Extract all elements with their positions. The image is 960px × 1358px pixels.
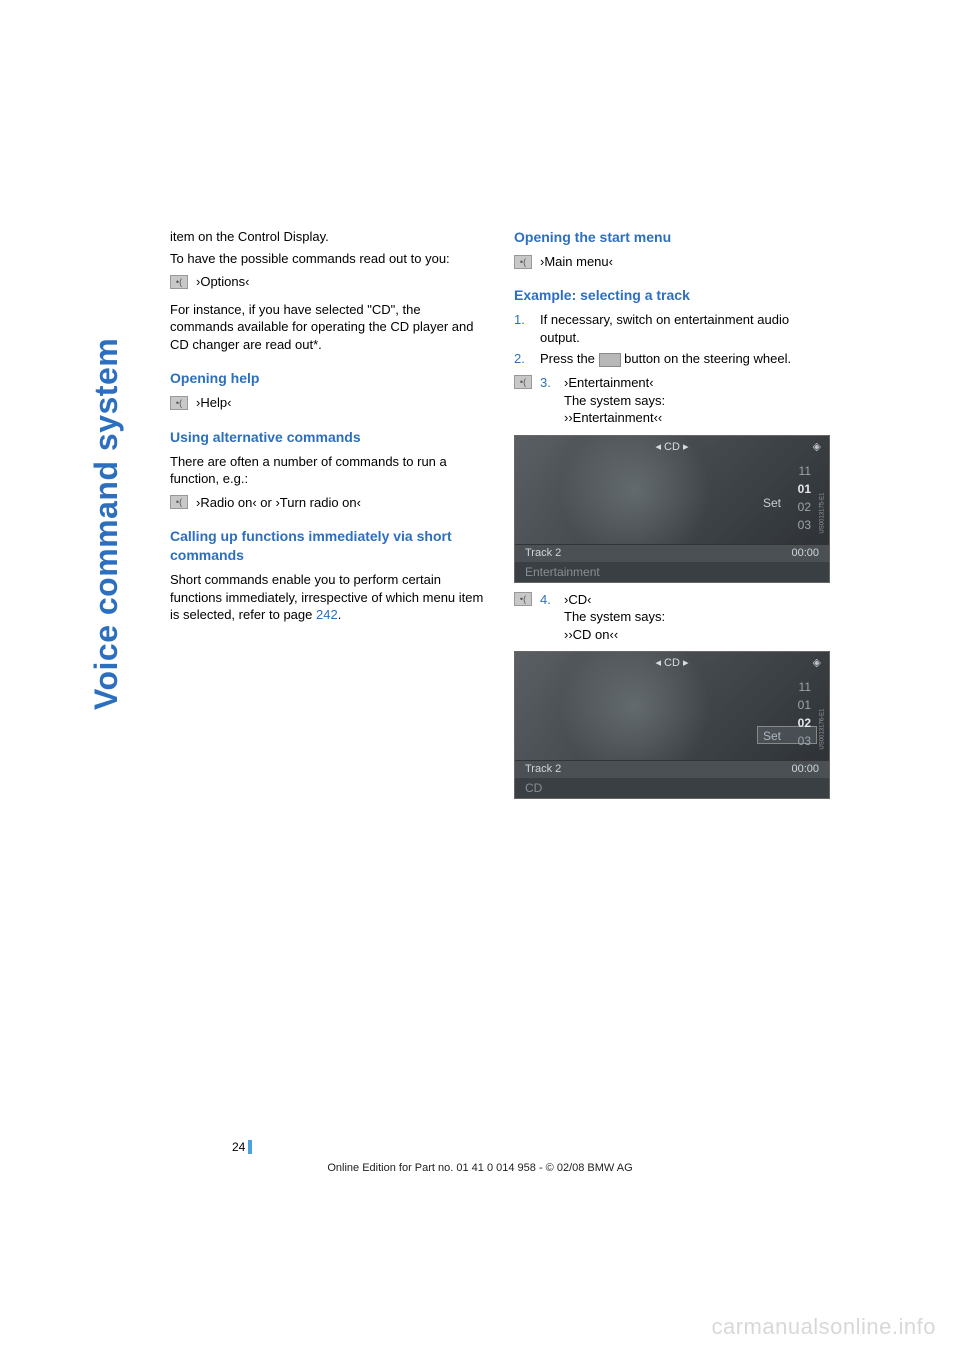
section-heading: Using alternative commands <box>170 428 486 447</box>
display-breadcrumb: ◂ CD ▸ <box>515 656 829 671</box>
display-screenshot: ◂ CD ▸ ◈ Set 11 01 02 03 Track 2 00:00 E <box>514 435 830 583</box>
voice-icon: •( <box>170 275 188 289</box>
display-status-row: CD <box>515 778 829 798</box>
display-breadcrumb: ◂ CD ▸ <box>515 440 829 455</box>
display-track-list: 11 01 02 03 <box>798 678 811 750</box>
display-set-label: Set <box>763 495 781 511</box>
menu-diamond-icon: ◈ <box>813 440 821 455</box>
voice-icon: •( <box>170 495 188 509</box>
display-screenshot: ◂ CD ▸ ◈ Set 11 01 02 03 Track 2 00:00 <box>514 651 830 799</box>
list-item: 11 <box>798 462 811 480</box>
track-label: Track 2 <box>525 762 561 777</box>
list-item: 11 <box>798 678 811 696</box>
list-item: 02 <box>798 498 811 516</box>
list-item: 01 <box>798 480 811 498</box>
display-inner: ◂ CD ▸ ◈ Set 11 01 02 03 <box>515 652 829 760</box>
page-number-value: 24 <box>232 1140 245 1154</box>
body-text-part: . <box>338 607 342 622</box>
left-column: item on the Control Display. To have the… <box>170 228 486 807</box>
command-text: ›CD‹ <box>564 591 830 609</box>
system-says-label: The system says: <box>564 392 830 410</box>
step-number: 2. <box>514 350 530 368</box>
voice-command-row: •( ›Radio on‹ or ›Turn radio on‹ <box>170 494 486 512</box>
step-item: 1. If necessary, switch on entertainment… <box>514 311 830 346</box>
image-code: US0013175-E1 <box>818 492 826 533</box>
voice-command-row: •( ›Options‹ <box>170 273 486 291</box>
command-text: ›Help‹ <box>196 394 231 412</box>
intro-text: item on the Control Display. <box>170 228 486 246</box>
step-body: ›CD‹ The system says: ››CD on‹‹ <box>564 591 830 644</box>
menu-diamond-icon: ◈ <box>813 656 821 671</box>
command-text: ›Radio on‹ or ›Turn radio on‹ <box>196 494 361 512</box>
page-number-bar <box>248 1140 252 1154</box>
content-columns: item on the Control Display. To have the… <box>170 228 830 807</box>
page: Voice command system item on the Control… <box>0 0 960 1358</box>
list-item: 02 <box>798 714 811 732</box>
body-text: Short commands enable you to perform cer… <box>170 571 486 624</box>
step-body: If necessary, switch on entertainment au… <box>540 311 830 346</box>
body-text: There are often a number of commands to … <box>170 453 486 488</box>
voice-icon: •( <box>514 592 532 606</box>
step-item: 2. Press the button on the steering whee… <box>514 350 830 368</box>
section-heading: Opening help <box>170 369 486 388</box>
track-label: Track 2 <box>525 546 561 561</box>
voice-command-row: •( ›Main menu‹ <box>514 253 830 271</box>
page-number: 24 <box>232 1140 252 1154</box>
command-text: ›Options‹ <box>196 273 249 291</box>
step-number: 3. <box>540 374 556 392</box>
page-link[interactable]: 242 <box>316 607 338 622</box>
voice-icon: •( <box>514 255 532 269</box>
step-body-part: button on the steering wheel. <box>621 351 792 366</box>
watermark: carmanualsonline.info <box>711 1314 936 1340</box>
voice-icon: •( <box>170 396 188 410</box>
image-code: US0013176-E1 <box>818 709 826 750</box>
list-item: 03 <box>798 732 811 750</box>
intro-text: For instance, if you have selected "CD",… <box>170 301 486 354</box>
display-track-row: Track 2 00:00 <box>515 760 829 778</box>
section-heading: Calling up functions immediately via sho… <box>170 527 486 565</box>
step-item: •( 4. ›CD‹ The system says: ››CD on‹‹ <box>514 591 830 644</box>
step-number: 1. <box>514 311 530 346</box>
step-number: 4. <box>540 591 556 609</box>
system-response: ››CD on‹‹ <box>564 626 830 644</box>
status-label: Entertainment <box>525 564 600 580</box>
display-track-list: 11 01 02 03 <box>798 462 811 534</box>
system-response: ››Entertainment‹‹ <box>564 409 830 427</box>
command-text: ›Main menu‹ <box>540 253 613 271</box>
step-body: ›Entertainment‹ The system says: ››Enter… <box>564 374 830 427</box>
system-says-label: The system says: <box>564 608 830 626</box>
display-track-row: Track 2 00:00 <box>515 544 829 562</box>
command-text: ›Entertainment‹ <box>564 374 830 392</box>
voice-command-row: •( ›Help‹ <box>170 394 486 412</box>
step-item: •( 3. ›Entertainment‹ The system says: ›… <box>514 374 830 427</box>
side-title: Voice command system <box>88 338 125 710</box>
display-inner: ◂ CD ▸ ◈ Set 11 01 02 03 <box>515 436 829 544</box>
display-status-row: Entertainment <box>515 562 829 582</box>
list-item: 01 <box>798 696 811 714</box>
step-body: Press the button on the steering wheel. <box>540 350 830 368</box>
list-item: 03 <box>798 516 811 534</box>
right-column: Opening the start menu •( ›Main menu‹ Ex… <box>514 228 830 807</box>
voice-icon: •( <box>514 375 532 389</box>
intro-text: To have the possible commands read out t… <box>170 250 486 268</box>
step-body-part: Press the <box>540 351 599 366</box>
track-time: 00:00 <box>791 546 819 561</box>
section-heading: Example: selecting a track <box>514 286 830 305</box>
status-label: CD <box>525 780 542 796</box>
track-time: 00:00 <box>791 762 819 777</box>
steering-wheel-button-icon <box>599 353 621 367</box>
section-heading: Opening the start menu <box>514 228 830 247</box>
footer-line: Online Edition for Part no. 01 41 0 014 … <box>0 1162 960 1174</box>
